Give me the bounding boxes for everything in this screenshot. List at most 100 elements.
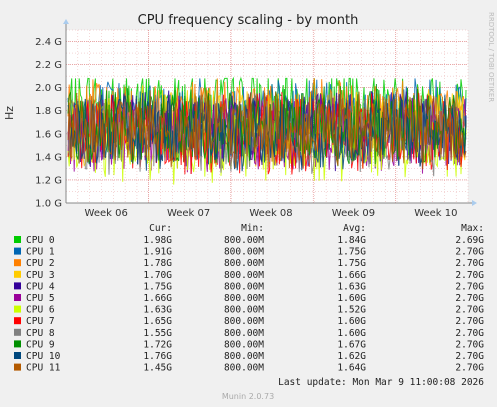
axes: [63, 19, 477, 206]
legend-value: 1.63G: [337, 281, 366, 292]
legend-swatch: [14, 270, 21, 278]
legend-series-name: CPU 4: [26, 281, 55, 292]
y-tick-labels: 1.0 G 1.2 G 1.4 G 1.6 G 1.8 G 2.0 G 2.2 G 2.4 G: [35, 37, 62, 209]
legend-value: 1.72G: [143, 339, 172, 350]
legend-value: 1.65G: [143, 316, 172, 327]
legend-value: 1.60G: [337, 293, 366, 304]
legend-swatch: [14, 236, 21, 243]
footer-version: Munin 2.0.73: [222, 392, 274, 401]
legend-swatch: [14, 259, 21, 267]
legend-value: 800.00M: [224, 305, 264, 316]
legend-value: 1.84G: [337, 235, 366, 246]
legend-series-name: CPU 9: [26, 339, 55, 350]
y-tick-label: 2.2 G: [35, 60, 62, 71]
legend-value: 1.70G: [143, 270, 172, 281]
legend-value: 2.70G: [455, 258, 484, 269]
y-axis-arrow: [63, 19, 69, 24]
legend-value: 800.00M: [224, 258, 264, 269]
legend-value: 1.76G: [143, 351, 172, 362]
legend-value: 800.00M: [224, 270, 264, 281]
series-line: [67, 83, 467, 167]
y-tick-label: 1.2 G: [35, 175, 62, 186]
legend-value: 800.00M: [224, 235, 264, 246]
legend-value: 1.75G: [337, 258, 366, 269]
legend-value: 800.00M: [224, 247, 264, 258]
legend-swatch: [14, 294, 21, 301]
legend-value: 800.00M: [224, 316, 264, 327]
legend-header: Min:: [241, 223, 264, 234]
legend-value: 2.70G: [455, 316, 484, 327]
legend-value: 1.55G: [143, 328, 172, 339]
legend-header: Cur:: [149, 223, 172, 234]
legend-value: 2.70G: [455, 339, 484, 350]
side-label: RRDTOOL / TOBI OETIKER: [487, 12, 495, 102]
legend-swatch: [14, 247, 21, 255]
legend-value: 800.00M: [224, 351, 264, 362]
legend-value: 1.75G: [143, 281, 172, 292]
legend-value: 1.78G: [143, 258, 172, 269]
legend-value: 1.91G: [143, 247, 172, 258]
legend-swatch: [14, 328, 21, 336]
legend-swatch: [14, 282, 21, 290]
last-update: Last update: Mon Mar 9 11:00:08 2026: [278, 377, 484, 388]
legend-value: 2.70G: [455, 281, 484, 292]
legend-value: 1.75G: [337, 247, 366, 258]
y-tick-label: 1.4 G: [35, 152, 62, 163]
legend-series-name: CPU 6: [26, 305, 55, 316]
legend-value: 2.70G: [455, 270, 484, 281]
legend-value: 1.98G: [143, 235, 172, 246]
plot-area: [63, 19, 477, 206]
legend-value: 2.70G: [455, 363, 484, 374]
legend-value: 800.00M: [224, 339, 264, 350]
legend-value: 1.60G: [337, 316, 366, 327]
legend-value: 800.00M: [224, 293, 264, 304]
legend-series-name: CPU 10: [26, 351, 61, 362]
legend-swatch: [14, 305, 21, 313]
legend-value: 800.00M: [224, 363, 264, 374]
legend-value: 2.70G: [455, 351, 484, 362]
legend-swatch: [14, 363, 21, 371]
x-tick-label: Week 10: [414, 208, 457, 219]
legend-value: 1.64G: [337, 363, 366, 374]
legend-value: 2.69G: [455, 235, 484, 246]
y-tick-label: 1.8 G: [35, 106, 62, 117]
legend-series-name: CPU 7: [26, 316, 55, 327]
legend-series-name: CPU 8: [26, 328, 55, 339]
legend-header: Avg:: [343, 223, 366, 234]
legend-value: 800.00M: [224, 328, 264, 339]
x-tick-label: Week 09: [332, 208, 375, 219]
legend-series-name: CPU 1: [26, 247, 55, 258]
legend-value: 1.66G: [143, 293, 172, 304]
legend-value: 1.66G: [337, 270, 366, 281]
series-lines: [67, 76, 467, 185]
legend-value: 2.70G: [455, 305, 484, 316]
legend-series-name: CPU 0: [26, 235, 55, 246]
x-tick-label: Week 08: [249, 208, 292, 219]
legend-value: 1.52G: [337, 305, 366, 316]
legend-value: 1.63G: [143, 305, 172, 316]
legend-value: 1.67G: [337, 339, 366, 350]
legend-series-name: CPU 11: [26, 363, 61, 374]
legend-swatch: [14, 340, 21, 348]
y-tick-label: 1.0 G: [35, 199, 62, 210]
legend-series-name: CPU 3: [26, 270, 55, 281]
legend-series-name: CPU 5: [26, 293, 55, 304]
legend-value: 1.62G: [337, 351, 366, 362]
x-axis-arrow: [472, 200, 477, 206]
legend-header: Max:: [461, 223, 484, 234]
legend-swatch: [14, 352, 21, 359]
series-line: [67, 87, 467, 170]
legend-value: 2.70G: [455, 328, 484, 339]
y-tick-label: 2.0 G: [35, 83, 62, 94]
legend-value: 800.00M: [224, 281, 264, 292]
legend-value: 1.60G: [337, 328, 366, 339]
y-tick-label: 1.6 G: [35, 129, 62, 140]
legend-series-name: CPU 2: [26, 258, 55, 269]
y-axis-label: Hz: [3, 106, 16, 120]
legend: Cur: Min: Avg: Max: CPU 0 1.98G 800.00M 1.84G 2.…: [14, 223, 484, 374]
y-tick-label: 2.4 G: [35, 37, 62, 48]
x-tick-labels: Week 06 Week 07 Week 08 Week 09 Week 10: [85, 208, 458, 219]
legend-value: 2.70G: [455, 293, 484, 304]
chart-title: CPU frequency scaling - by month: [138, 13, 359, 28]
